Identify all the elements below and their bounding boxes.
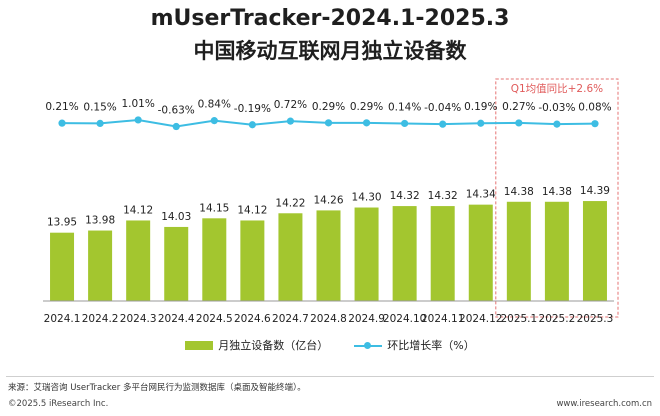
x-tick-2024.1: 2024.1 [44,313,81,325]
growth-point-2025.3 [591,120,599,128]
growth-label-2024.4: -0.63% [158,105,195,117]
legend-item-line: 环比增长率（%） [354,337,475,353]
growth-point-2024.10 [401,119,409,128]
bar-2024.5 [202,218,227,301]
legend-label-line: 环比增长率（%） [387,339,475,352]
combo-chart: Q1均值同比+2.6% 13.95 13.98 14.12 14.03 14.15 14.1… [43,78,619,325]
bar-label-2025.2: 14.38 [542,186,572,198]
highlight-box [495,78,619,318]
growth-point-2024.2 [96,119,104,127]
bar-2025.1 [506,201,531,301]
bar-2024.4 [164,226,189,301]
growth-label-2024.3: 1.01% [121,98,154,110]
growth-label-2024.10: 0.14% [388,101,421,113]
growth-point-2025.1 [515,119,523,127]
bar-2024.6 [240,220,265,301]
bar-2024.3 [126,220,151,301]
growth-point-2025.2 [553,120,561,128]
bar-2024.11 [430,206,455,301]
x-tick-2024.8: 2024.8 [310,313,347,325]
bar-2025.2 [544,201,569,301]
bar-2024.9 [354,207,379,301]
source-note: 来源：艾瑞咨询 UserTracker 多平台网民行为监测数据库（桌面及智能终端… [8,383,306,393]
bar-label-2024.9: 14.30 [352,192,382,204]
bar-2024.2 [88,230,113,301]
growth-point-2024.3 [134,116,142,124]
bar-label-2024.6: 14.12 [237,204,267,216]
growth-point-2024.7 [286,117,295,125]
growth-point-2024.11 [439,120,447,128]
x-tick-2025.2: 2025.2 [539,313,576,325]
bar-label-2024.12: 14.34 [466,189,496,201]
x-tick-2024.3: 2024.3 [120,313,157,325]
x-tick-2024.6: 2024.6 [234,313,271,325]
growth-label-2024.5: 0.84% [198,99,231,111]
growth-label-2024.6: -0.19% [234,103,271,115]
growth-point-2024.5 [210,117,218,125]
highlight-annotation: Q1均值同比+2.6% [511,82,603,95]
growth-label-2025.3: 0.08% [578,102,611,114]
growth-label-2025.1: 0.27% [502,101,535,113]
bar-label-2024.2: 13.98 [85,215,115,227]
growth-label-2024.8: 0.29% [312,101,345,113]
growth-label-2024.2: 0.15% [83,101,116,113]
bar-label-2024.4: 14.03 [161,211,191,223]
bar-label-2024.11: 14.32 [428,190,458,202]
legend-item-bars: 月独立设备数（亿台） [185,337,328,353]
bar-label-2024.1: 13.95 [47,217,77,229]
bar-label-2024.8: 14.26 [313,194,343,206]
chart-title: mUserTracker-2024.1-2025.3 [150,6,510,31]
growth-label-2024.9: 0.29% [350,101,383,113]
x-tick-2024.11: 2024.11 [421,313,464,325]
bar-label-2025.1: 14.38 [504,186,534,198]
bar-2024.7 [278,213,303,301]
bar-2025.3 [582,201,607,301]
bar-2024.8 [316,210,341,301]
website: www.iresearch.com.cn [556,399,652,409]
legend-swatch-bar [185,340,214,350]
growth-label-2024.11: -0.04% [424,102,461,114]
bar-label-2025.3: 14.39 [580,185,610,197]
x-tick-2024.7: 2024.7 [272,313,309,325]
x-tick-2024.5: 2024.5 [196,313,233,325]
growth-point-2024.4 [172,122,180,131]
x-tick-2024.2: 2024.2 [82,313,119,325]
legend: 月独立设备数（亿台） 环比增长率（%） [0,337,660,353]
bar-2024.1 [50,232,75,301]
x-tick-2025.3: 2025.3 [577,313,614,325]
growth-point-2024.6 [248,121,256,129]
x-tick-2025.1: 2025.1 [500,313,537,325]
bar-label-2024.10: 14.32 [390,190,420,202]
bar-label-2024.7: 14.22 [275,197,305,209]
growth-label-2024.7: 0.72% [274,99,307,111]
growth-label-2025.2: -0.03% [538,102,575,114]
growth-point-2024.8 [324,119,333,127]
x-tick-2024.9: 2024.9 [348,313,385,325]
copyright: ©2025.5 iResearch Inc. [8,399,109,409]
growth-point-2024.9 [362,119,371,127]
growth-label-2024.1: 0.21% [45,101,78,113]
bar-2024.10 [392,206,417,301]
bar-label-2024.5: 14.15 [199,202,229,214]
bar-2024.12 [468,204,493,301]
bar-label-2024.3: 14.12 [123,204,153,216]
x-tick-2024.4: 2024.4 [158,313,195,325]
footer-divider [6,376,654,377]
growth-point-2024.12 [477,119,485,127]
growth-label-2024.12: 0.19% [464,101,497,113]
legend-swatch-line [354,341,383,350]
legend-label-bars: 月独立设备数（亿台） [218,339,329,352]
growth-point-2024.1 [58,119,66,127]
chart-subtitle: 中国移动互联网月独立设备数 [193,39,467,63]
x-tick-2024.12: 2024.12 [459,313,502,325]
x-tick-2024.10: 2024.10 [383,313,426,325]
